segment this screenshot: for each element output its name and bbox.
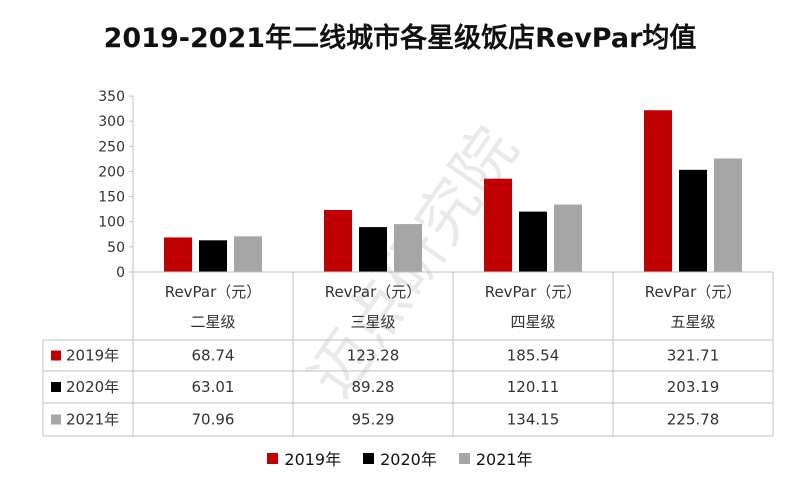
legend-item: 2021年 xyxy=(458,447,533,469)
category-header-label: RevPar（元） xyxy=(165,283,262,301)
data-cell: 63.01 xyxy=(192,378,235,396)
bar xyxy=(679,169,707,272)
data-cell: 68.74 xyxy=(192,347,235,365)
data-cell: 123.28 xyxy=(347,347,400,365)
row-series-name: 2019年 xyxy=(66,347,119,365)
data-cell: 89.28 xyxy=(352,378,395,396)
bar xyxy=(359,227,387,272)
bar xyxy=(644,110,672,272)
category-header-label: RevPar（元） xyxy=(645,283,742,301)
legend-swatch xyxy=(267,452,279,464)
legend-item: 2020年 xyxy=(363,447,437,469)
y-tick-label: 0 xyxy=(116,265,125,281)
y-tick-label: 150 xyxy=(98,190,125,206)
bar xyxy=(484,178,512,272)
legend-label: 2021年 xyxy=(475,450,533,469)
chart-title: 2019-2021年二线城市各星级饭店RevPar均值 xyxy=(103,23,697,54)
bar xyxy=(394,224,422,272)
bar xyxy=(714,158,742,272)
bar xyxy=(519,211,547,272)
data-cell: 70.96 xyxy=(192,411,235,429)
data-cell: 120.11 xyxy=(507,378,560,396)
legend-label: 2020年 xyxy=(380,450,437,469)
y-tick-label: 250 xyxy=(98,139,125,155)
row-series-name: 2021年 xyxy=(66,411,119,429)
data-cell: 134.15 xyxy=(507,411,560,429)
axes: 0 50 100 150 200 250 300 350 xyxy=(98,89,134,281)
y-tick-label: 100 xyxy=(98,215,125,231)
bar xyxy=(324,210,352,272)
y-tick-label: 200 xyxy=(98,164,125,180)
category-label: 二星级 xyxy=(190,313,235,331)
category-header-label: RevPar（元） xyxy=(325,283,422,301)
legend: 2019年 2020年 2021年 xyxy=(0,447,800,469)
legend-swatch xyxy=(363,452,375,464)
row-series-name: 2020年 xyxy=(66,378,119,396)
bar xyxy=(234,236,262,272)
y-tick-label: 300 xyxy=(98,114,125,130)
data-cell: 185.54 xyxy=(507,347,560,365)
row-swatch xyxy=(51,414,61,425)
data-cell: 203.19 xyxy=(667,378,720,396)
data-cell: 225.78 xyxy=(667,411,720,429)
legend-item: 2019年 xyxy=(267,447,341,469)
category-label: 五星级 xyxy=(670,313,715,331)
bars xyxy=(164,110,742,272)
data-cell: 321.71 xyxy=(667,347,720,365)
category-header-label: RevPar（元） xyxy=(485,283,582,301)
legend-label: 2019年 xyxy=(284,450,342,469)
category-label: 三星级 xyxy=(350,313,395,331)
category-label: 四星级 xyxy=(510,313,555,331)
bar xyxy=(164,237,192,272)
data-cell: 95.29 xyxy=(352,411,395,429)
legend-swatch xyxy=(458,452,470,464)
bar xyxy=(554,204,582,272)
data-table: RevPar（元） 二星级 RevPar（元） 三星级 RevPar（元） 四星级 RevP… xyxy=(42,271,774,437)
row-swatch xyxy=(51,350,61,361)
y-tick-label: 50 xyxy=(107,240,125,256)
bar xyxy=(199,240,227,272)
y-tick-label: 350 xyxy=(98,89,125,105)
row-swatch xyxy=(51,382,61,392)
